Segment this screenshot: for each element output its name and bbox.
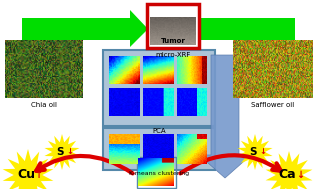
Text: Ca: Ca (278, 169, 296, 181)
Text: Cu: Cu (17, 169, 35, 181)
Polygon shape (44, 134, 80, 170)
Text: ↑: ↑ (34, 170, 42, 180)
Text: S: S (249, 147, 257, 157)
Polygon shape (266, 151, 312, 189)
Text: ↓: ↓ (260, 147, 267, 156)
Polygon shape (275, 40, 295, 75)
Polygon shape (22, 40, 42, 75)
Polygon shape (169, 10, 295, 47)
Text: Chia oil: Chia oil (31, 102, 57, 108)
Text: Tumor: Tumor (161, 38, 185, 44)
FancyBboxPatch shape (103, 128, 215, 170)
Polygon shape (199, 55, 251, 178)
Polygon shape (22, 10, 148, 47)
Text: PCA: PCA (152, 128, 166, 134)
Text: micro-XRF: micro-XRF (155, 52, 191, 58)
Text: K-means clustering: K-means clustering (129, 171, 189, 176)
Polygon shape (3, 149, 53, 189)
Text: ↓: ↓ (67, 147, 74, 156)
Text: S: S (56, 147, 64, 157)
FancyBboxPatch shape (103, 50, 215, 126)
Polygon shape (237, 134, 273, 170)
Text: Safflower oil: Safflower oil (251, 102, 294, 108)
Text: ↓: ↓ (296, 170, 304, 180)
FancyBboxPatch shape (147, 4, 199, 48)
